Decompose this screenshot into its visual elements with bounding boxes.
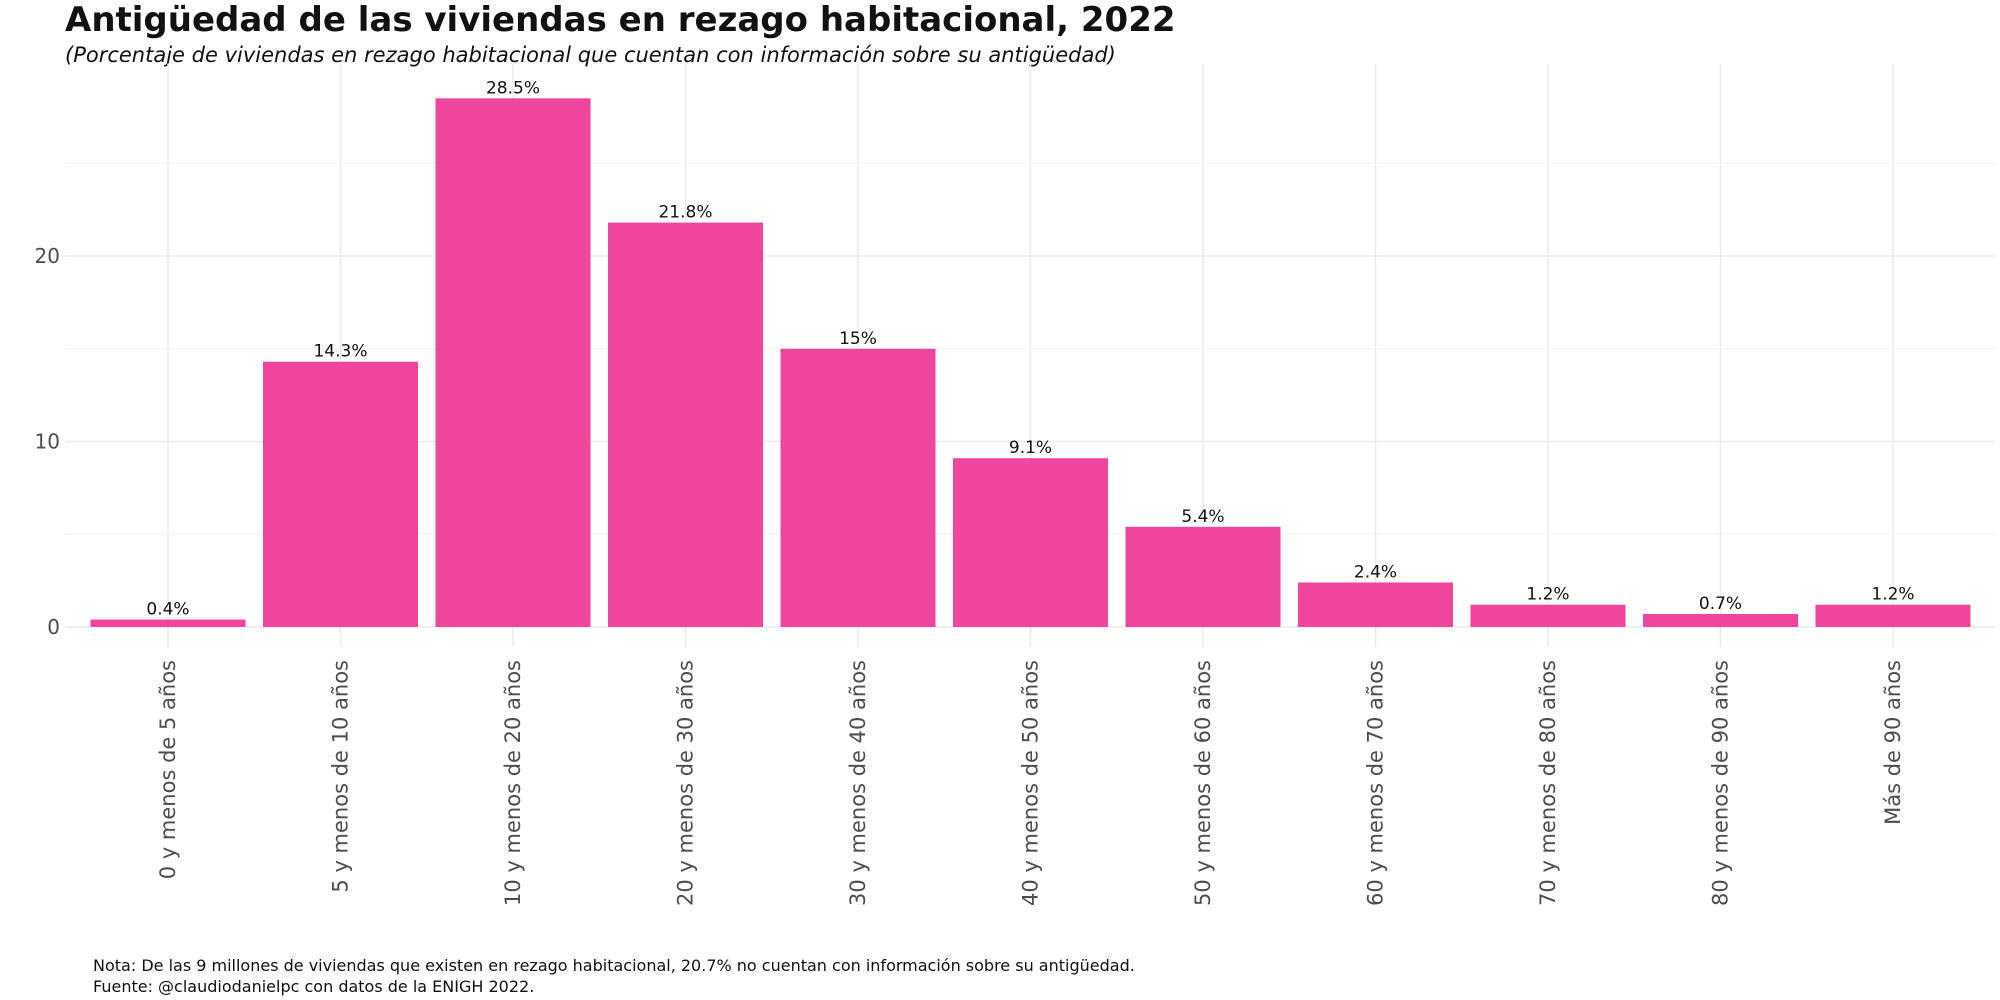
x-tick-label: 50 y menos de 60 años — [1191, 660, 1215, 906]
bar — [1125, 526, 1281, 627]
chart-subtitle: (Porcentaje de viviendas en rezago habit… — [65, 43, 1116, 67]
bar — [1470, 604, 1626, 627]
bar — [1298, 582, 1453, 627]
data-label: 21.8% — [658, 203, 712, 223]
bar-chart: 0.4% 14.3% 28.5% 21.8% 15% 9.1% 5.4% 2.4% 1.2% 0.… — [35, 63, 1995, 906]
chart-footer: Nota: De las 9 millones de viviendas que… — [93, 955, 1135, 997]
footnote: Nota: De las 9 millones de viviendas que… — [93, 956, 1135, 975]
data-label: 1.2% — [1526, 585, 1569, 605]
x-axis: 0 y menos de 5 años 5 y menos de 10 años 1… — [156, 660, 1905, 906]
x-tick-label: 20 y menos de 30 años — [674, 660, 698, 906]
bar — [1815, 604, 1971, 627]
bar — [435, 98, 591, 627]
chart-title: Antigüedad de las viviendas en rezago ha… — [65, 0, 1176, 40]
x-tick-label: 40 y menos de 50 años — [1019, 660, 1043, 906]
bar — [90, 619, 246, 627]
data-label: 9.1% — [1009, 438, 1052, 458]
bar — [608, 222, 763, 628]
y-tick-label: 20 — [35, 244, 60, 268]
data-labels-layer: 0.4% 14.3% 28.5% 21.8% 15% 9.1% 5.4% 2.4% 1.2% 0.… — [146, 78, 1914, 619]
x-tick-label: 60 y menos de 70 años — [1364, 660, 1388, 906]
bar — [953, 458, 1108, 627]
data-label: 0.7% — [1699, 594, 1742, 614]
data-label: 1.2% — [1871, 585, 1914, 605]
bar — [263, 361, 418, 627]
bar — [780, 348, 936, 627]
x-tick-label: 0 y menos de 5 años — [156, 660, 180, 879]
data-label: 0.4% — [146, 600, 189, 620]
data-label: 14.3% — [313, 342, 367, 362]
data-label: 28.5% — [486, 78, 540, 98]
y-tick-label: 0 — [47, 615, 60, 639]
x-tick-label: 30 y menos de 40 años — [846, 660, 870, 906]
x-tick-label: 10 y menos de 20 años — [501, 660, 525, 906]
source-note: Fuente: @claudiodanielpc con datos de la… — [93, 977, 535, 996]
data-label: 5.4% — [1181, 507, 1224, 527]
x-tick-label: 5 y menos de 10 años — [329, 660, 353, 893]
data-label: 15% — [839, 329, 877, 349]
bar — [1643, 614, 1798, 627]
x-tick-label: 70 y menos de 80 años — [1536, 660, 1560, 906]
bars-layer — [90, 98, 1971, 628]
x-tick-label: 80 y menos de 90 años — [1709, 660, 1733, 906]
y-axis: 0 10 20 — [35, 244, 60, 639]
x-tick-label: Más de 90 años — [1881, 660, 1905, 825]
data-label: 2.4% — [1354, 562, 1397, 582]
y-tick-label: 10 — [35, 430, 60, 454]
